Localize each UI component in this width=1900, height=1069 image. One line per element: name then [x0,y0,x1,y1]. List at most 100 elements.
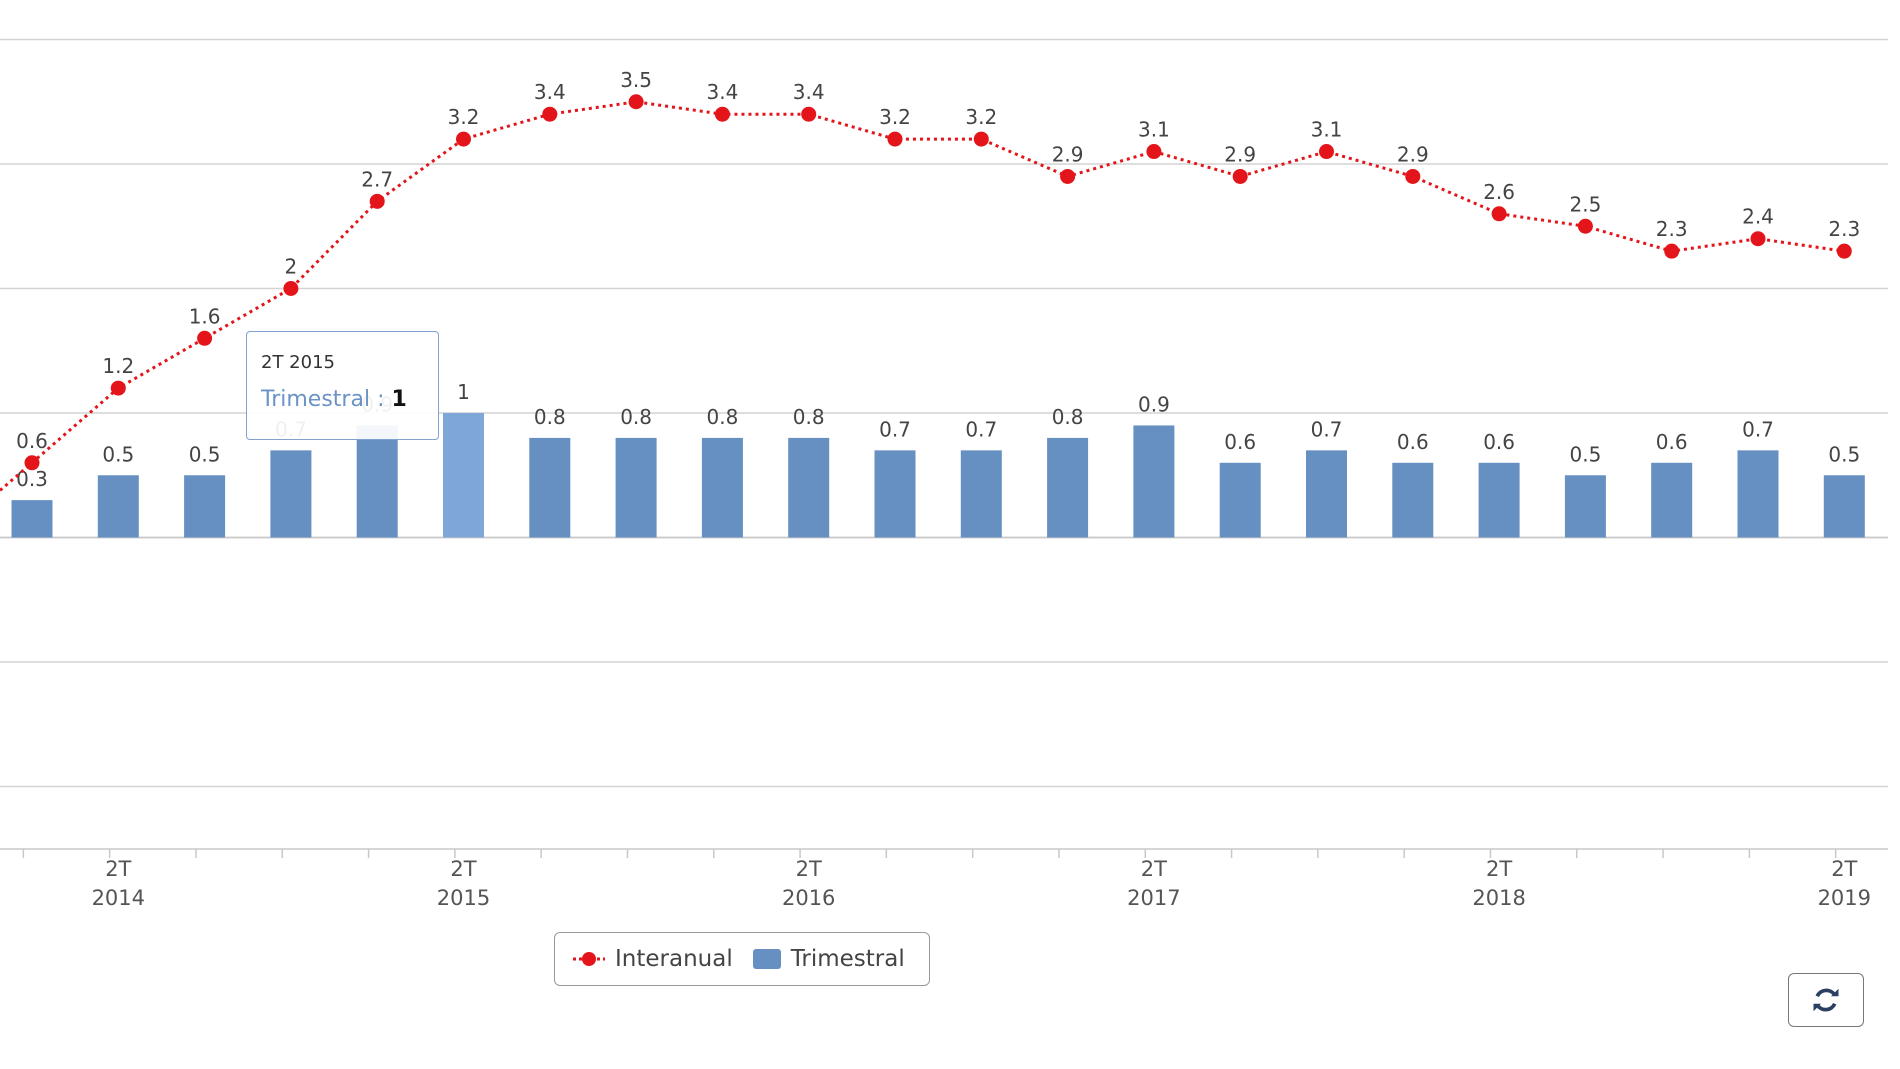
bar-value-label: 0.5 [189,442,221,466]
bar-value-label: 0.6 [1397,430,1429,454]
line-value-label: 3.4 [534,80,566,104]
bar-value-label: 0.6 [1656,430,1688,454]
line-value-label: 2.3 [1656,217,1688,241]
line-point [110,380,126,396]
line-value-label: 2.4 [1742,205,1774,229]
line-value-label: 2.9 [1224,142,1256,166]
bar [701,437,743,538]
bar-value-label: 0.8 [706,405,738,429]
bar [960,450,1002,538]
line-point [1577,218,1593,234]
bar [11,500,53,538]
line-value-label: 2 [285,255,298,279]
bar [1823,475,1865,538]
bar [1306,450,1347,538]
x-axis: 2T 2014 2T 2015 2T 2016 2T 2017 2T 2018 2T 2019 [0,848,1888,910]
line-point [1060,168,1076,184]
trimestral-bars [11,413,1865,538]
bar-value-label: 0.5 [1569,442,1601,466]
bar [874,450,916,538]
bar-swatch-icon [752,949,781,969]
bar [356,425,398,538]
tooltip-value: 1 [391,387,407,412]
interanual-line [0,100,1845,492]
bar-value-label: 0.6 [1483,430,1515,454]
line-value-label: 1.2 [102,354,134,378]
line-point [283,281,299,296]
bar-value-label: 0.8 [534,405,566,429]
x-tick-label-year: 2017 [1127,886,1180,910]
tooltip: 2T 2015 Trimestral : 1 [246,331,439,440]
x-tick-label-quarter: 2T [450,857,476,881]
bar [1564,475,1606,538]
bar-value-label: 0.9 [1138,392,1170,416]
x-tick-label-year: 2018 [1472,886,1525,910]
line-point [1664,243,1680,259]
bar [1737,450,1779,538]
line-marker-icon [573,952,605,966]
bar [1478,462,1520,538]
line-value-label: 2.6 [1483,180,1515,204]
bar-value-label: 0.8 [620,405,652,429]
legend-label-trimestral: Trimestral [790,946,905,972]
line-point [887,131,903,147]
x-tick-label-year: 2016 [782,886,835,910]
line-point [801,106,817,122]
bar-value-label: 0.7 [1742,417,1774,441]
bar [1392,462,1434,538]
bar [1651,462,1693,538]
bar [97,475,139,538]
bar-value-label: 0.7 [1311,417,1343,441]
bar [443,413,484,538]
tooltip-separator: : [377,387,385,412]
line-value-label: 2.9 [1052,142,1084,166]
bar-value-label: 0.8 [1052,405,1084,429]
line-value-label: 0.6 [16,429,48,453]
x-tick-label-year: 2014 [92,886,145,910]
line-value-label: 3.4 [706,80,738,104]
tooltip-series-label: Trimestral [261,387,371,412]
line-point [456,131,471,147]
x-tick-label-quarter: 2T [1486,857,1512,881]
bar-value-label: 1 [457,380,470,404]
line-value-label: 3.2 [965,105,997,129]
line-point [714,106,730,122]
legend-item-interanual[interactable]: Interanual [571,946,733,972]
bar [615,437,657,538]
interanual-value-labels: 0.6 1.2 1.6 2 2.7 3.2 3.4 3.5 3.4 3.4 3.2 3.2 2.9 3.1… [16,68,1860,453]
bar [529,437,571,538]
bar-value-label: 0.5 [102,442,134,466]
line-value-label: 1.6 [189,304,221,328]
x-tick-label-quarter: 2T [1831,857,1857,881]
line-value-label: 3.2 [879,105,911,129]
refresh-button[interactable] [1788,973,1864,1027]
legend-item-trimestral[interactable]: Trimestral [752,946,905,972]
line-value-label: 3.1 [1311,118,1343,142]
line-point [1750,231,1766,247]
x-tick-label-year: 2015 [437,886,490,910]
line-point [1319,144,1334,160]
line-point [1491,206,1507,222]
line-point [24,455,40,471]
line-point [1405,168,1421,184]
bar-value-label: 0.8 [793,405,825,429]
x-tick-label-quarter: 2T [105,857,131,881]
tooltip-row: Trimestral : 1 [261,387,424,412]
bar-value-label: 0.5 [1828,442,1860,466]
line-point [197,330,213,346]
line-value-label: 2.5 [1569,192,1601,216]
line-point [973,131,989,147]
bar-value-label: 0.6 [1224,430,1256,454]
line-value-label: 3.1 [1138,118,1170,142]
bar [1133,425,1175,538]
x-tick-label-quarter: 2T [796,857,822,881]
line-value-label: 2.9 [1397,142,1429,166]
line-value-label: 3.4 [793,80,825,104]
line-value-label: 3.5 [620,68,652,92]
line-value-label: 2.7 [361,167,393,191]
line-point [542,106,558,122]
tooltip-title: 2T 2015 [261,352,335,373]
line-point [1232,168,1248,184]
line-point [1836,243,1852,259]
